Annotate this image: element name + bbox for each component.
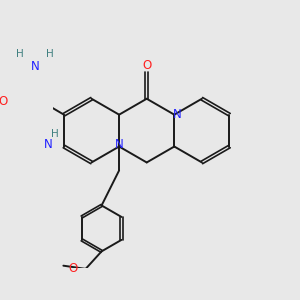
Text: H: H xyxy=(46,49,54,59)
Text: N: N xyxy=(31,60,40,74)
Text: N: N xyxy=(115,138,124,152)
Text: O: O xyxy=(68,262,78,275)
Text: N: N xyxy=(173,108,182,121)
Text: O: O xyxy=(0,95,8,108)
Text: O: O xyxy=(142,59,151,72)
Text: H: H xyxy=(51,129,59,139)
Text: N: N xyxy=(44,138,53,152)
Text: H: H xyxy=(16,49,24,59)
